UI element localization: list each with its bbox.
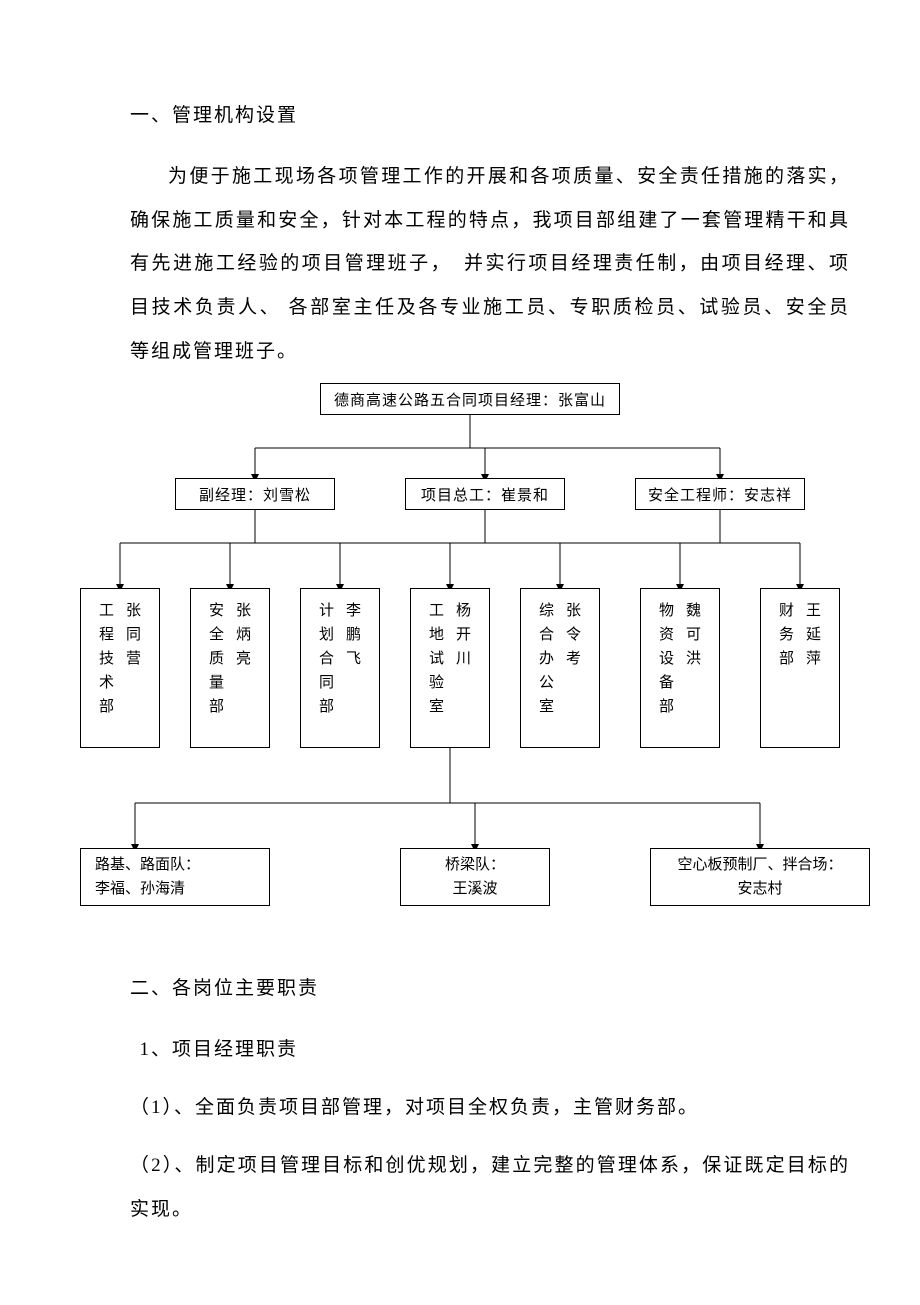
dept-person: 王延萍 [806, 599, 821, 671]
dept-person: 张同营 [126, 599, 141, 671]
org-l2-deputy: 副经理：刘雪松 [175, 478, 335, 510]
dept-label: 财务部 [779, 599, 794, 671]
dept-label: 物资设备部 [659, 599, 674, 719]
dept-label: 工地试验室 [429, 599, 444, 719]
dept-person: 杨开川 [456, 599, 471, 671]
org-l2-safety: 安全工程师：安志祥 [635, 478, 805, 510]
org-l3-contract: 计划合同部 李鹏飞 [300, 588, 380, 748]
org-l3-material: 物资设备部 魏可洪 [640, 588, 720, 748]
dept-person: 李鹏飞 [346, 599, 361, 671]
org-l3-quality: 安全质量部 张炳亮 [190, 588, 270, 748]
org-l3-tech: 工程技术部 张同营 [80, 588, 160, 748]
section2-p2: （2）、制定项目管理目标和创优规划，建立完整的管理体系，保证既定目标的实现。 [130, 1144, 850, 1231]
org-l4-road: 路基、路面队： 李福、孙海清 [80, 848, 270, 906]
dept-label: 计划合同部 [319, 599, 334, 719]
dept-person: 张令考 [566, 599, 581, 671]
team-line1: 路基、路面队： [95, 853, 200, 877]
section2-p1: （1）、全面负责项目部管理，对项目全权负责，主管财务部。 [130, 1086, 850, 1130]
team-line1: 空心板预制厂、拌合场： [677, 853, 842, 877]
org-l4-bridge: 桥梁队： 王溪波 [400, 848, 550, 906]
team-line2: 李福、孙海清 [95, 877, 185, 901]
dept-person: 魏可洪 [686, 599, 701, 671]
org-l4-precast: 空心板预制厂、拌合场： 安志村 [650, 848, 870, 906]
dept-label: 综合办公室 [539, 599, 554, 719]
section1-paragraph: 为便于施工现场各项管理工作的开展和各项质量、安全责任措施的落实，确保施工质量和安… [130, 155, 850, 373]
team-line2: 王溪波 [452, 877, 497, 901]
section2-sub1: 1、项目经理职责 [140, 1028, 851, 1072]
dept-label: 工程技术部 [99, 599, 114, 719]
org-root: 德商高速公路五合同项目经理：张富山 [320, 383, 620, 415]
org-chart: 德商高速公路五合同项目经理：张富山 副经理：刘雪松 项目总工：崔景和 安全工程师… [80, 383, 870, 943]
org-l2-chief: 项目总工：崔景和 [405, 478, 565, 510]
section2-heading: 二、各岗位主要职责 [130, 973, 850, 1000]
org-l3-lab: 工地试验室 杨开川 [410, 588, 490, 748]
dept-person: 张炳亮 [236, 599, 251, 671]
dept-label: 安全质量部 [209, 599, 224, 719]
section1-heading: 一、管理机构设置 [130, 100, 850, 127]
team-line2: 安志村 [737, 877, 782, 901]
org-l3-office: 综合办公室 张令考 [520, 588, 600, 748]
team-line1: 桥梁队： [445, 853, 505, 877]
org-l3-finance: 财务部 王延萍 [760, 588, 840, 748]
